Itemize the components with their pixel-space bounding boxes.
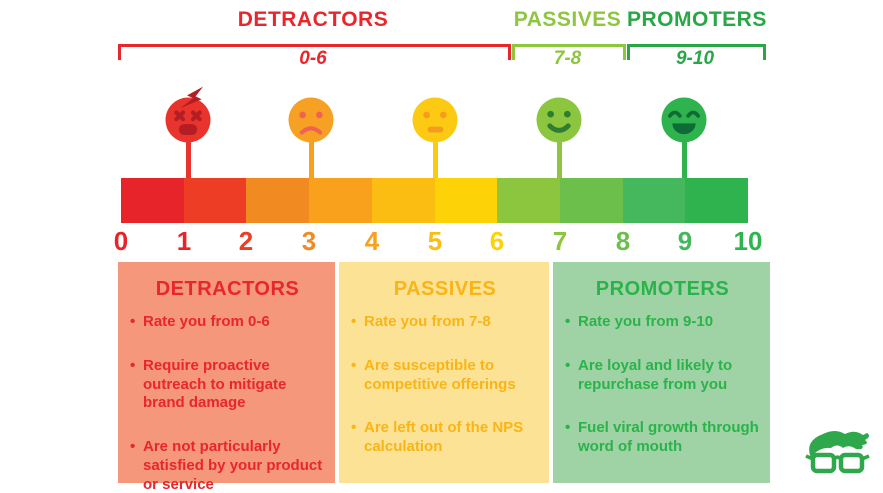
scale-segment <box>685 178 749 223</box>
list-item: Fuel viral growth through word of mouth <box>565 419 760 457</box>
scale-number-10: 10 <box>733 226 763 256</box>
scale-segment <box>371 178 435 223</box>
passives-range-label: 7-8 <box>553 48 582 69</box>
neutral-face-stem <box>433 139 438 183</box>
frown-face-stem <box>309 139 314 183</box>
promoters-bracket <box>627 44 766 60</box>
detractors-card-title: DETRACTORS <box>155 278 300 300</box>
scale-number-9: 9 <box>677 226 693 256</box>
scale-segment <box>434 178 498 223</box>
promoters-card: PROMOTERS Rate you from 9-10 Are loyal a… <box>553 262 770 483</box>
list-item: Rate you from 9-10 <box>565 313 760 332</box>
detractors-card: DETRACTORS Rate you from 0-6 Require pro… <box>118 262 335 493</box>
smile-face-stem <box>557 139 562 183</box>
passives-card-title: PASSIVES <box>393 278 497 300</box>
passives-card-list: Rate you from 7-8 Are susceptible to com… <box>351 313 539 457</box>
dead-face-stem <box>186 139 191 183</box>
scale-segment <box>183 178 247 223</box>
passives-title: PASSIVES <box>513 8 622 31</box>
list-item: Rate you from 0-6 <box>130 313 325 332</box>
scale-number-3: 3 <box>301 226 317 256</box>
list-item: Are loyal and likely to repurchase from … <box>565 357 760 395</box>
detractors-bracket <box>118 44 511 60</box>
smile-face-icon <box>527 85 591 145</box>
dead-face-icon <box>156 85 220 145</box>
scale-number-2: 2 <box>238 226 254 256</box>
neutral-face-icon <box>403 85 467 145</box>
scale-number-1: 1 <box>176 226 192 256</box>
promoters-title: PROMOTERS <box>627 8 767 31</box>
promoters-card-list: Rate you from 9-10 Are loyal and likely … <box>565 313 760 457</box>
list-item: Are susceptible to competitive offerings <box>351 357 539 395</box>
scale-number-0: 0 <box>113 226 129 256</box>
frown-face-icon <box>279 85 343 145</box>
scale-number-8: 8 <box>615 226 631 256</box>
list-item: Are not particularly satisfied by your p… <box>130 438 325 493</box>
scale-number-7: 7 <box>552 226 568 256</box>
passives-bracket <box>512 44 626 60</box>
brand-logo-icon <box>801 428 873 480</box>
list-item: Are left out of the NPS calculation <box>351 419 539 457</box>
detractors-card-list: Rate you from 0-6 Require proactive outr… <box>130 313 325 493</box>
promoters-card-title: PROMOTERS <box>595 278 730 300</box>
scale-number-5: 5 <box>427 226 443 256</box>
detractors-range-label: 0-6 <box>299 48 327 69</box>
scale-segment <box>622 178 686 223</box>
scale-segment <box>121 178 184 223</box>
scale-segment <box>497 178 560 223</box>
laugh-face-icon <box>652 85 716 145</box>
scale-segment <box>559 178 623 223</box>
scale-segment <box>246 178 310 223</box>
passives-card: PASSIVES Rate you from 7-8 Are susceptib… <box>339 262 549 483</box>
detractors-title: DETRACTORS <box>237 8 389 31</box>
laugh-face-stem <box>682 139 687 183</box>
scale-number-6: 6 <box>489 226 505 256</box>
scale-segment <box>309 178 372 223</box>
promoters-range-label: 9-10 <box>675 48 715 69</box>
list-item: Rate you from 7-8 <box>351 313 539 332</box>
list-item: Require proactive outreach to mitigate b… <box>130 357 325 413</box>
score-scale-bar <box>121 178 749 223</box>
scale-number-4: 4 <box>364 226 380 256</box>
